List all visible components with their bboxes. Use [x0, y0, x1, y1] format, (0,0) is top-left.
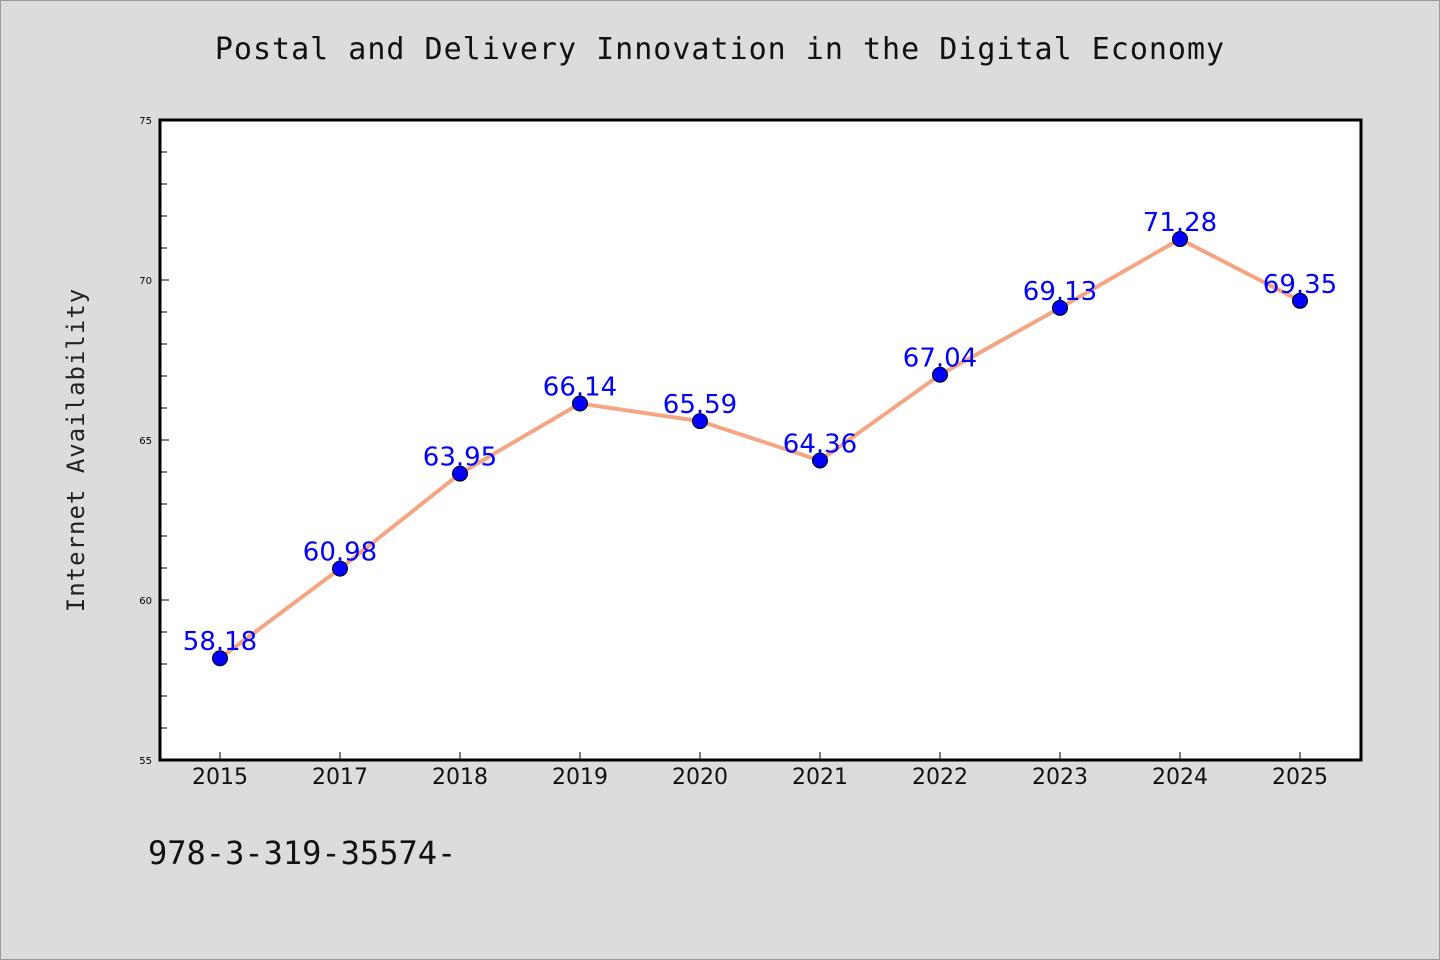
x-tick-label: 2019 — [552, 765, 608, 790]
data-point — [332, 560, 348, 577]
x-tick-label: 2025 — [1272, 765, 1328, 790]
y-tick-label: 75 — [139, 116, 152, 127]
x-tick-label: 2024 — [1152, 765, 1208, 790]
data-label: 58.18 — [183, 627, 257, 657]
y-tick-label: 55 — [139, 756, 152, 767]
data-point — [692, 413, 708, 430]
x-tick-label: 2021 — [792, 765, 848, 790]
x-tick-label: 2018 — [432, 765, 488, 790]
data-point — [1172, 231, 1188, 248]
x-tick-label: 2015 — [192, 765, 248, 790]
data-point — [812, 452, 828, 469]
data-point — [1052, 299, 1068, 316]
data-point — [452, 465, 468, 482]
data-point — [572, 395, 588, 412]
data-label: 65.59 — [663, 390, 737, 420]
data-label: 69.35 — [1263, 270, 1337, 300]
y-tick-label: 65 — [139, 436, 152, 447]
data-point — [212, 650, 228, 667]
series-points — [212, 231, 1308, 667]
x-axis-ticks: 2015 2017 2018 2019 2020 2021 2022 2023 2024 2025 — [192, 752, 1328, 790]
plot-border — [158, 118, 1363, 762]
data-label: 69.13 — [1023, 277, 1097, 307]
data-label: 66.14 — [543, 373, 617, 403]
x-tick-label: 2017 — [312, 765, 368, 790]
data-label: 67.04 — [903, 344, 977, 374]
series-line — [218, 237, 1302, 661]
y-tick-label: 60 — [139, 596, 152, 607]
y-tick-label: 70 — [139, 276, 152, 287]
series-lines — [218, 237, 1302, 661]
x-tick-label: 2020 — [672, 765, 728, 790]
x-tick-label: 2023 — [1032, 765, 1088, 790]
x-tick-label: 2022 — [912, 765, 968, 790]
data-point — [1292, 292, 1308, 309]
footer-code: 978-3-319-35574- — [148, 834, 457, 872]
chart-title: Postal and Delivery Innovation in the Di… — [214, 32, 1226, 67]
data-point — [932, 366, 948, 383]
data-label: 64.36 — [783, 429, 857, 459]
data-label: 63.95 — [423, 443, 497, 473]
data-label: 71.28 — [1143, 208, 1217, 238]
data-label: 60.98 — [303, 538, 377, 568]
series-labels: 58.18 60.98 63.95 66.14 65.59 64.36 67.04 69.13… — [183, 208, 1337, 657]
